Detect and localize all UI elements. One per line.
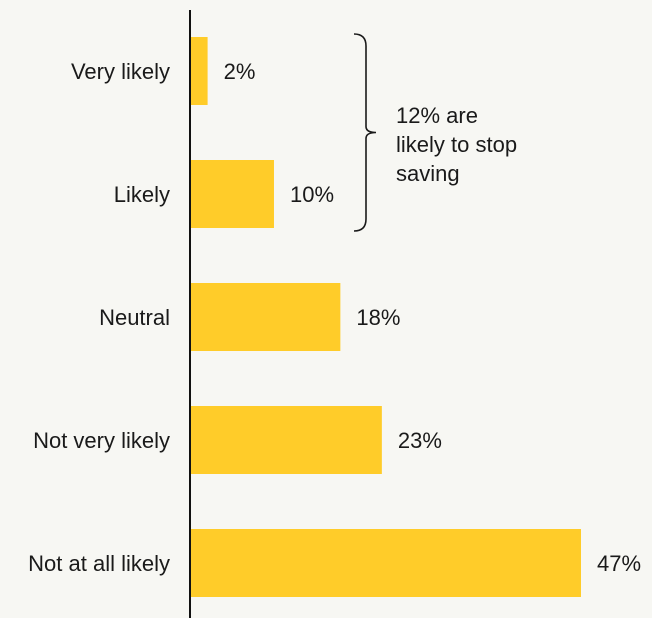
category-label-not-at-all-likely: Not at all likely: [28, 551, 170, 576]
category-label-likely: Likely: [114, 182, 170, 207]
bar-not-at-all-likely: [191, 529, 581, 597]
category-label-neutral: Neutral: [99, 305, 170, 330]
category-label-not-very-likely: Not very likely: [33, 428, 170, 453]
annotation-line-1: 12% are: [396, 103, 478, 128]
value-label-very-likely: 2%: [224, 59, 256, 84]
annotation-group: 12% are likely to stop saving: [353, 33, 517, 232]
bracket-shape: [353, 33, 377, 232]
bars-layer: Very likely 2% Likely 10% Neutral 18% Not very…: [28, 37, 641, 597]
bar-very-likely: [191, 37, 208, 105]
bar-neutral: [191, 283, 341, 351]
category-label-very-likely: Very likely: [71, 59, 170, 84]
value-label-not-at-all-likely: 47%: [597, 551, 641, 576]
value-label-not-very-likely: 23%: [398, 428, 442, 453]
bar-likely: [191, 160, 274, 228]
bar-not-very-likely: [191, 406, 382, 474]
annotation-line-3: saving: [396, 161, 460, 186]
annotation-line-2: likely to stop: [396, 132, 517, 157]
value-label-likely: 10%: [290, 182, 334, 207]
value-label-neutral: 18%: [356, 305, 400, 330]
